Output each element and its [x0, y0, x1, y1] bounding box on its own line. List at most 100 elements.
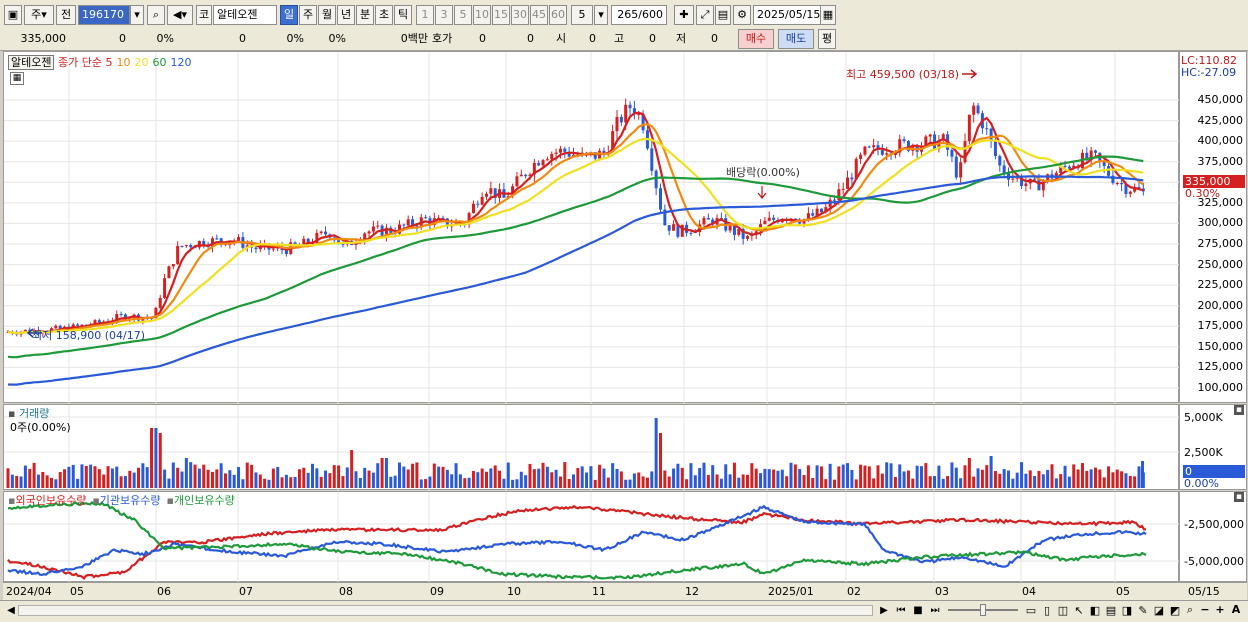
layout-icon-3[interactable]: ◫	[1057, 604, 1069, 617]
hoga-label: 호가	[432, 32, 453, 45]
settings-icon[interactable]: ⚙	[733, 5, 751, 25]
volume-bar	[245, 462, 249, 488]
layout-icon-8[interactable]: ◩	[1169, 604, 1181, 617]
sell-button[interactable]: 매도	[778, 29, 814, 49]
holdings-panel-close-icon[interactable]: ▪	[1233, 492, 1244, 502]
candle-body	[611, 131, 615, 152]
interval-button[interactable]: 10	[473, 5, 491, 25]
volume-bar	[920, 466, 923, 488]
chart-tools-icon[interactable]: ✚	[674, 5, 694, 25]
buy-button[interactable]: 매수	[738, 29, 774, 49]
period-button[interactable]: 초	[375, 5, 393, 25]
avg-button[interactable]: 평	[818, 29, 836, 49]
interval-button[interactable]: 3	[435, 5, 453, 25]
interval-button[interactable]: 60	[549, 5, 567, 25]
candle-body	[219, 238, 223, 243]
volume-bar	[989, 456, 993, 488]
candle-body	[363, 233, 367, 241]
volume-bar	[819, 466, 823, 488]
stock-name-field[interactable]: 알테오젠	[213, 5, 277, 25]
interval-button[interactable]: 5	[454, 5, 472, 25]
legend-swatch-icon: ▪	[92, 494, 100, 507]
category-label[interactable]: 코	[196, 5, 212, 25]
zoom-slider-handle[interactable]	[980, 604, 986, 616]
count-field[interactable]: 265/600	[611, 5, 667, 25]
window-menu-icon[interactable]: ▣	[4, 5, 22, 25]
interval-dropdown-icon[interactable]: ▾	[594, 5, 608, 25]
candle-body	[1111, 175, 1115, 184]
stop-icon[interactable]: ■	[913, 605, 923, 616]
market-select[interactable]: 주▾	[24, 5, 54, 25]
period-button[interactable]: 틱	[394, 5, 412, 25]
volume-bar	[632, 473, 636, 488]
save-icon[interactable]: ▤	[715, 5, 731, 25]
scroll-left-icon[interactable]: ◀	[7, 605, 15, 616]
volume-bar	[424, 479, 428, 488]
volume-axis: ▪ 5,000K 2,500K 0 0.00%	[1179, 404, 1247, 490]
volume-bar	[554, 469, 558, 488]
holdings-line-0	[7, 504, 1147, 580]
period-button[interactable]: 월	[318, 5, 336, 25]
volume-bar	[293, 477, 297, 488]
candle-body	[880, 149, 884, 155]
scroll-right-icon[interactable]: ▶	[880, 605, 888, 616]
candle-body	[319, 231, 323, 233]
volume-bar	[232, 474, 236, 488]
edit-icon[interactable]: ✎	[1138, 604, 1148, 617]
font-size-icon[interactable]: A	[1231, 603, 1241, 616]
code-dropdown-icon[interactable]: ▾	[130, 5, 144, 25]
candle-body	[202, 241, 206, 247]
period-button[interactable]: 분	[356, 5, 374, 25]
fast-forward-icon[interactable]: ⏭	[930, 605, 940, 616]
volume-bar	[197, 468, 201, 488]
volume-bar	[36, 474, 40, 488]
candle-body	[293, 242, 297, 245]
search-icon[interactable]: ⌕	[147, 5, 165, 25]
zoom-out-icon[interactable]: −	[1200, 603, 1210, 616]
period-button[interactable]: 주	[299, 5, 317, 25]
interval-button[interactable]: 15	[492, 5, 510, 25]
layout-icon-5[interactable]: ▤	[1105, 604, 1117, 617]
interval-button[interactable]: 45	[530, 5, 548, 25]
cursor-icon[interactable]: ↖	[1074, 604, 1084, 617]
volume-bar	[337, 465, 341, 488]
volume-bar	[580, 466, 584, 488]
holdings-chart	[4, 492, 1180, 583]
interval-button[interactable]: 30	[511, 5, 529, 25]
volume-bar	[798, 469, 802, 488]
candle-body	[954, 156, 958, 178]
volume-panel-close-icon[interactable]: ▪	[1233, 405, 1244, 415]
volume-bar	[297, 469, 301, 488]
period-button[interactable]: 일	[280, 5, 298, 25]
volume-bar	[680, 467, 684, 488]
magnifier-icon[interactable]: ⌕	[1186, 603, 1194, 616]
volume-bar	[367, 470, 371, 488]
candle-body	[767, 217, 771, 221]
layout-icon-4[interactable]: ◧	[1089, 604, 1101, 617]
volume-panel[interactable]: ▪ 거래량 0주(0.00%)	[3, 404, 1180, 491]
interval-select[interactable]: 5	[571, 5, 593, 25]
layout-icon-2[interactable]: ▯	[1043, 604, 1051, 617]
horizontal-scrollbar[interactable]	[18, 605, 873, 616]
calendar-icon[interactable]: ▦	[820, 5, 836, 25]
speaker-icon[interactable]: ◀▾	[167, 5, 193, 25]
layout-icon-6[interactable]: ◨	[1121, 604, 1133, 617]
candle-body	[302, 238, 306, 245]
candle-body	[824, 207, 828, 213]
layout-icon-1[interactable]: ▭	[1025, 604, 1037, 617]
layout-icon-7[interactable]: ◪	[1153, 604, 1165, 617]
zoom-in-icon[interactable]: +	[1215, 603, 1225, 616]
stock-code-input[interactable]: 196170	[78, 5, 130, 25]
draw-icon[interactable]: ⤢	[696, 5, 714, 25]
holdings-panel[interactable]: ▪외국인보유수량 ▪기관보유수량 ▪개인보유수량	[3, 491, 1180, 583]
period-button[interactable]: 년	[337, 5, 355, 25]
grid-toggle-icon[interactable]: ▦	[10, 72, 24, 85]
interval-button[interactable]: 1	[416, 5, 434, 25]
volume-bar	[763, 468, 767, 488]
date-field[interactable]: 2025/05/15	[753, 5, 821, 25]
price-chart-panel[interactable]: 알테오젠 종가 단순 5 10 20 60 120 ▦ 최고 459,500 (03/1…	[3, 51, 1180, 404]
prev-button[interactable]: 전	[56, 5, 76, 25]
rewind-icon[interactable]: ⏮	[896, 605, 906, 616]
volume-bar	[137, 467, 140, 488]
lc-label: LC:110.82	[1181, 54, 1238, 67]
